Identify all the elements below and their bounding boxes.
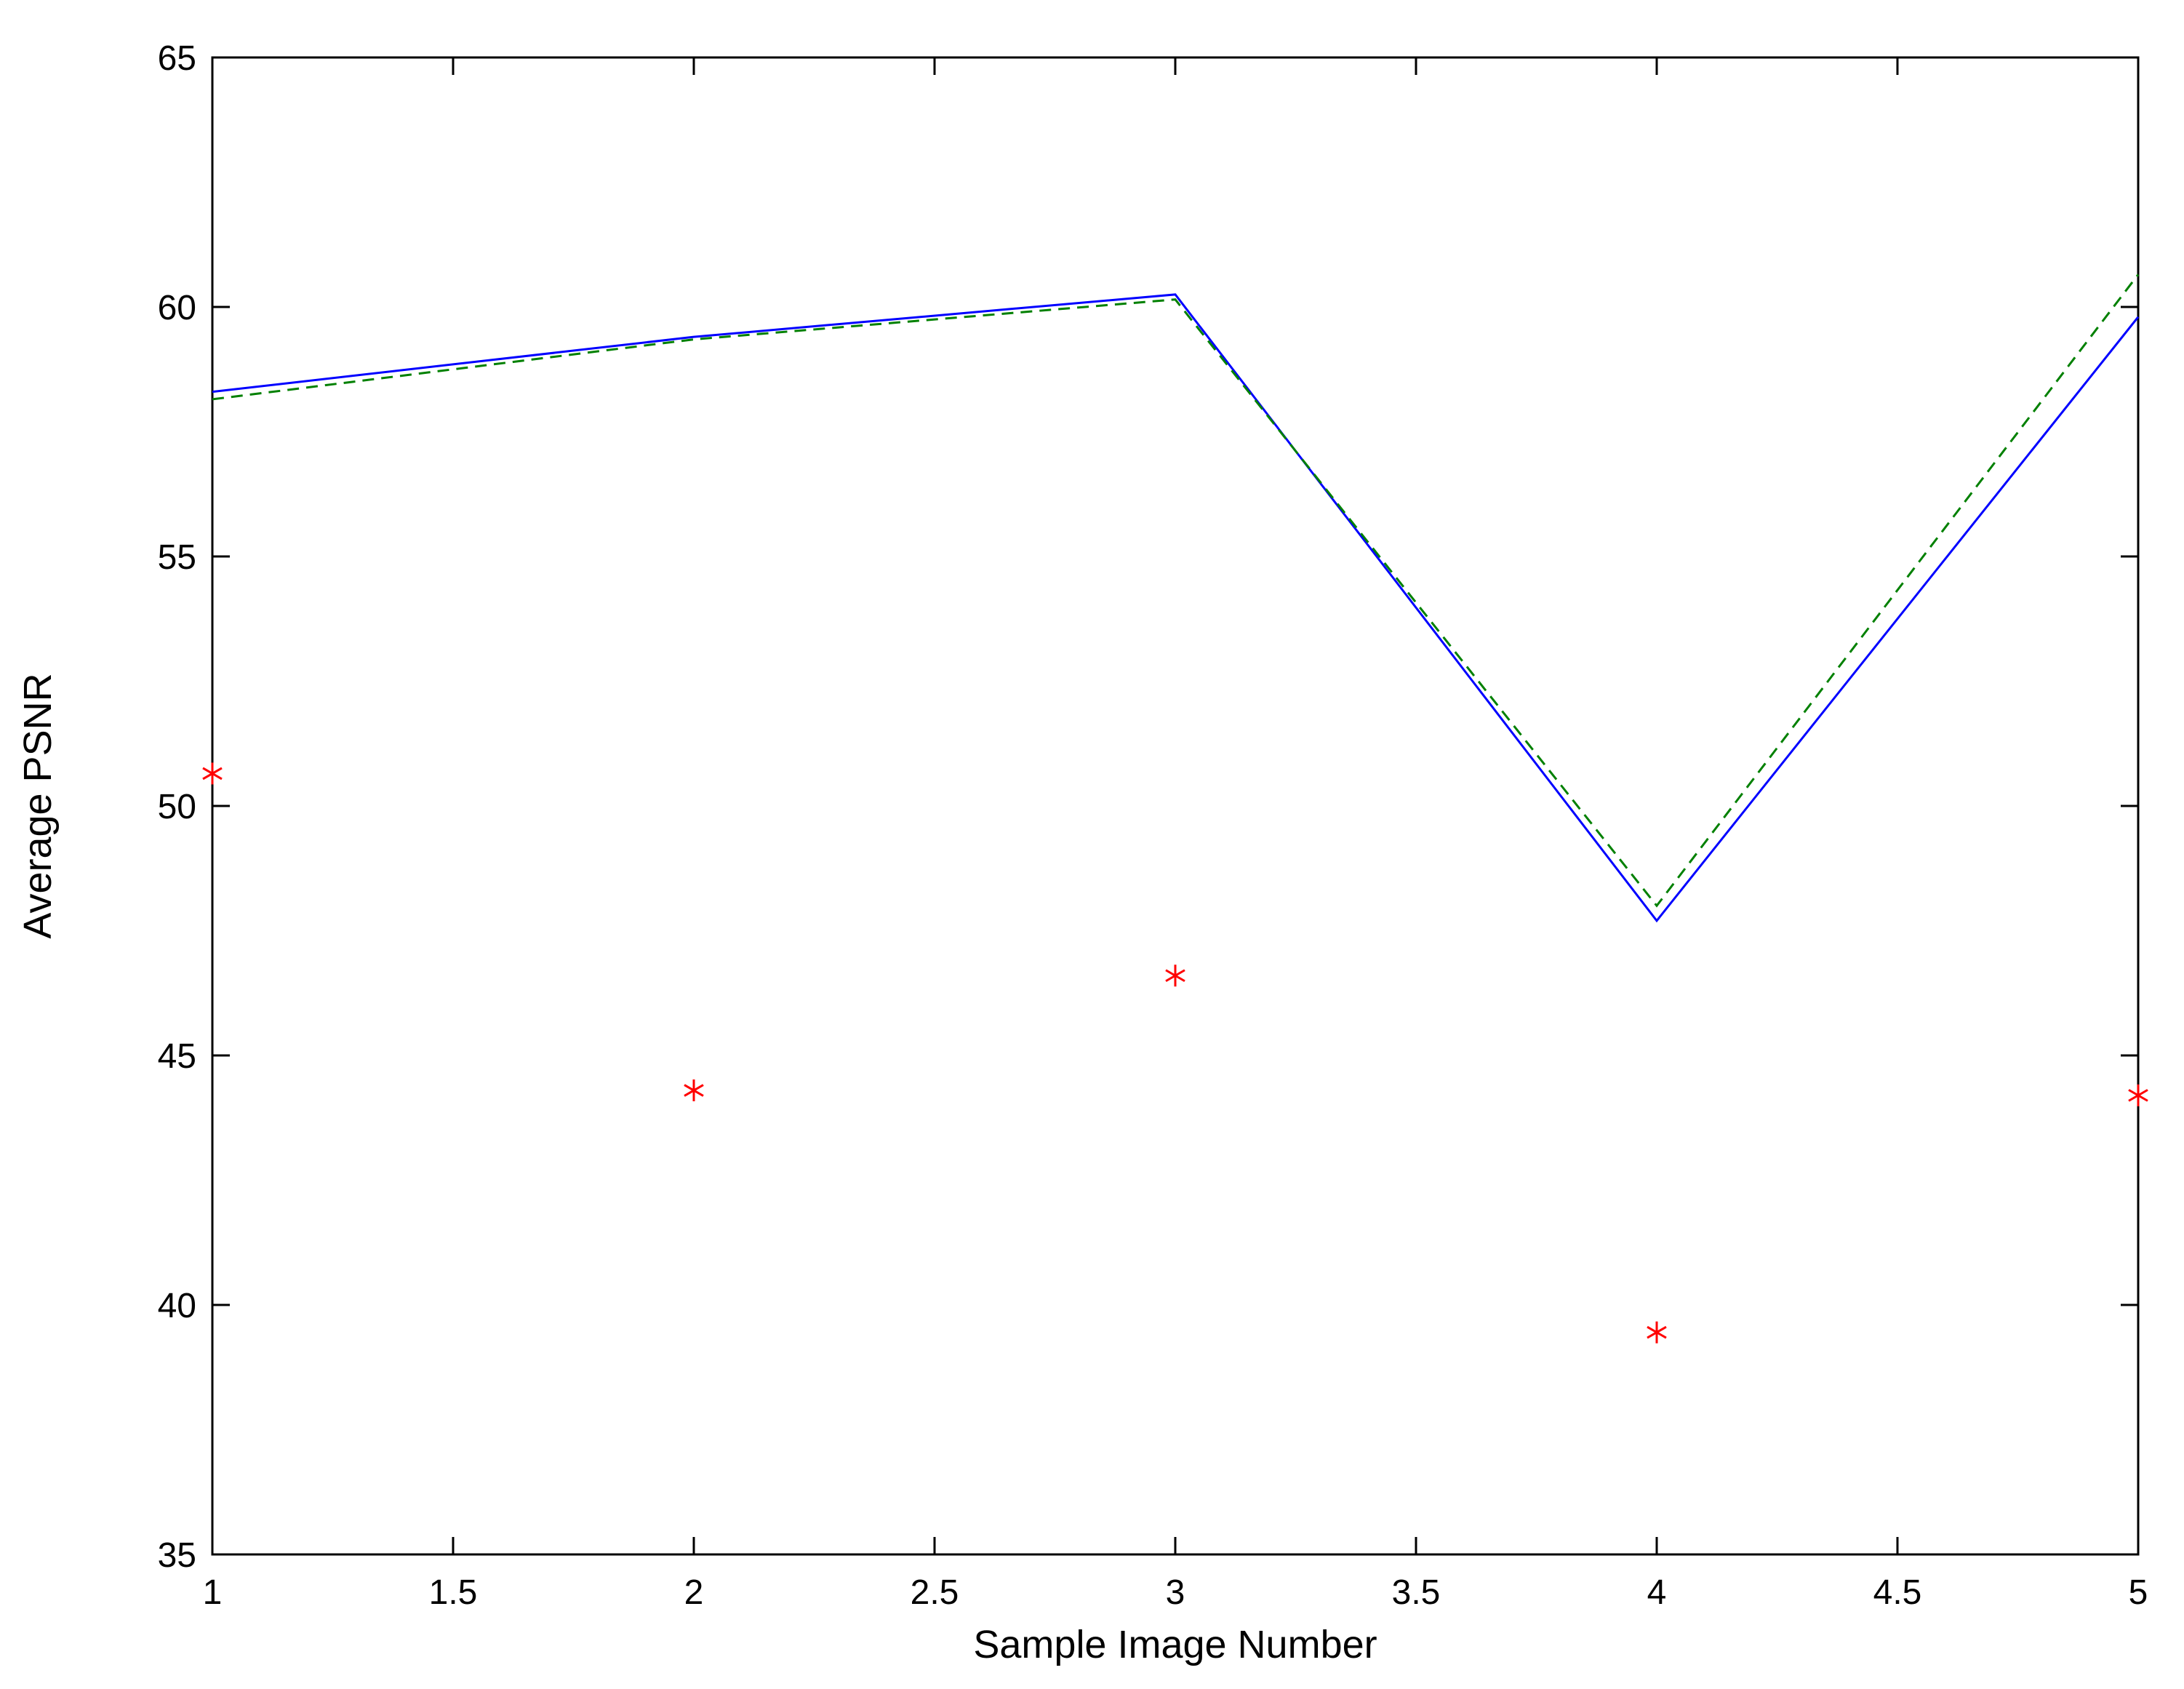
x-tick-label: 3 [1166,1573,1185,1612]
y-tick-label: 35 [158,1536,196,1575]
x-tick-label: 4.5 [1873,1573,1922,1612]
asterisk-stroke [684,1084,704,1097]
x-axis-label: Sample Image Number [973,1623,1377,1666]
y-tick-label: 40 [158,1287,196,1325]
series-3-marker [1647,1321,1667,1343]
x-tick-label: 2.5 [911,1573,959,1612]
series-1-line [212,293,2140,923]
x-tick-label: 5 [2129,1573,2148,1612]
series-3-marker [2128,1084,2148,1106]
series-3-marker [684,1079,704,1102]
asterisk-stroke [1647,1325,1667,1339]
asterisk-stroke [1165,969,1185,983]
y-tick-label: 45 [158,1037,196,1076]
series-2-line [212,273,2140,908]
y-tick-label: 60 [158,289,196,327]
series-3-marker [202,762,223,785]
plot-area: 1 1.5 2 2.5 3 3.5 4 4.5 5 35 40 45 50 55 60 65 [158,39,2148,1612]
asterisk-stroke [202,767,223,780]
y-tick-label: 65 [158,39,196,78]
y-tick-label: 50 [158,788,196,826]
series-3-marker [1165,965,1185,987]
x-tick-label: 2 [684,1573,704,1612]
y-axis-label: Average PSNR [16,673,60,938]
x-tick-label: 1.5 [429,1573,478,1612]
x-tick-label: 3.5 [1392,1573,1441,1612]
y-tick-label: 55 [158,538,196,577]
x-tick-label: 1 [203,1573,223,1612]
x-tick-label: 4 [1647,1573,1667,1612]
asterisk-stroke [2128,1089,2148,1102]
